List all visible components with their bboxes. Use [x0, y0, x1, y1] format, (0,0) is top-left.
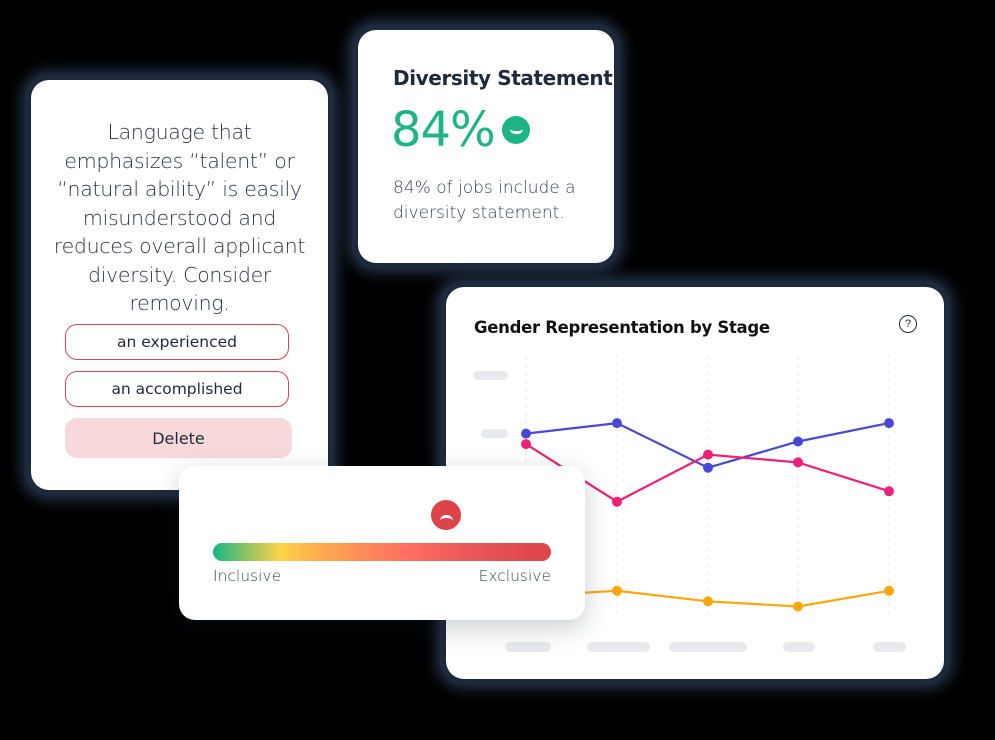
alternative-button-accomplished[interactable]: an accomplished	[65, 371, 289, 407]
chart-title: Gender Representation by Stage	[474, 318, 770, 337]
data-point[interactable]	[884, 418, 894, 429]
data-point[interactable]	[612, 496, 622, 507]
x-axis-placeholder-labels	[505, 642, 906, 652]
data-point[interactable]	[612, 585, 622, 596]
inclusivity-scale-card: Inclusive Exclusive	[179, 466, 585, 620]
data-point[interactable]	[793, 601, 803, 612]
happy-face-icon	[502, 116, 530, 144]
chart-series-2	[521, 439, 894, 507]
line-chart	[473, 355, 906, 652]
data-point[interactable]	[703, 449, 713, 460]
alternative-button-experienced[interactable]: an experienced	[65, 324, 289, 360]
chart-series-1	[521, 418, 894, 473]
data-point[interactable]	[793, 457, 803, 468]
sad-face-icon	[431, 500, 461, 530]
data-point[interactable]	[612, 418, 622, 429]
data-point[interactable]	[521, 439, 531, 450]
data-point[interactable]	[884, 585, 894, 596]
data-point[interactable]	[703, 462, 713, 473]
exclusive-label: Exclusive	[478, 567, 551, 585]
delete-button[interactable]: Delete	[65, 418, 292, 458]
diversity-title: Diversity Statement	[393, 66, 613, 90]
inclusive-label: Inclusive	[213, 567, 282, 585]
data-point[interactable]	[793, 436, 803, 447]
suggestion-message: Language that emphasizes “talent” or “na…	[53, 120, 306, 315]
data-point[interactable]	[703, 596, 713, 607]
suggestion-card: Language that emphasizes “talent” or “na…	[31, 80, 328, 490]
diversity-statement-card: Diversity Statement 84% 84% of jobs incl…	[358, 30, 614, 263]
data-point[interactable]	[521, 428, 531, 439]
help-icon[interactable]: ?	[899, 315, 917, 333]
data-point[interactable]	[884, 486, 894, 497]
diversity-percentage: 84%	[391, 102, 496, 158]
inclusivity-gradient-bar	[213, 543, 551, 561]
diversity-description: 84% of jobs include a diversity statemen…	[393, 178, 576, 223]
y-axis-placeholder-labels	[473, 371, 508, 438]
